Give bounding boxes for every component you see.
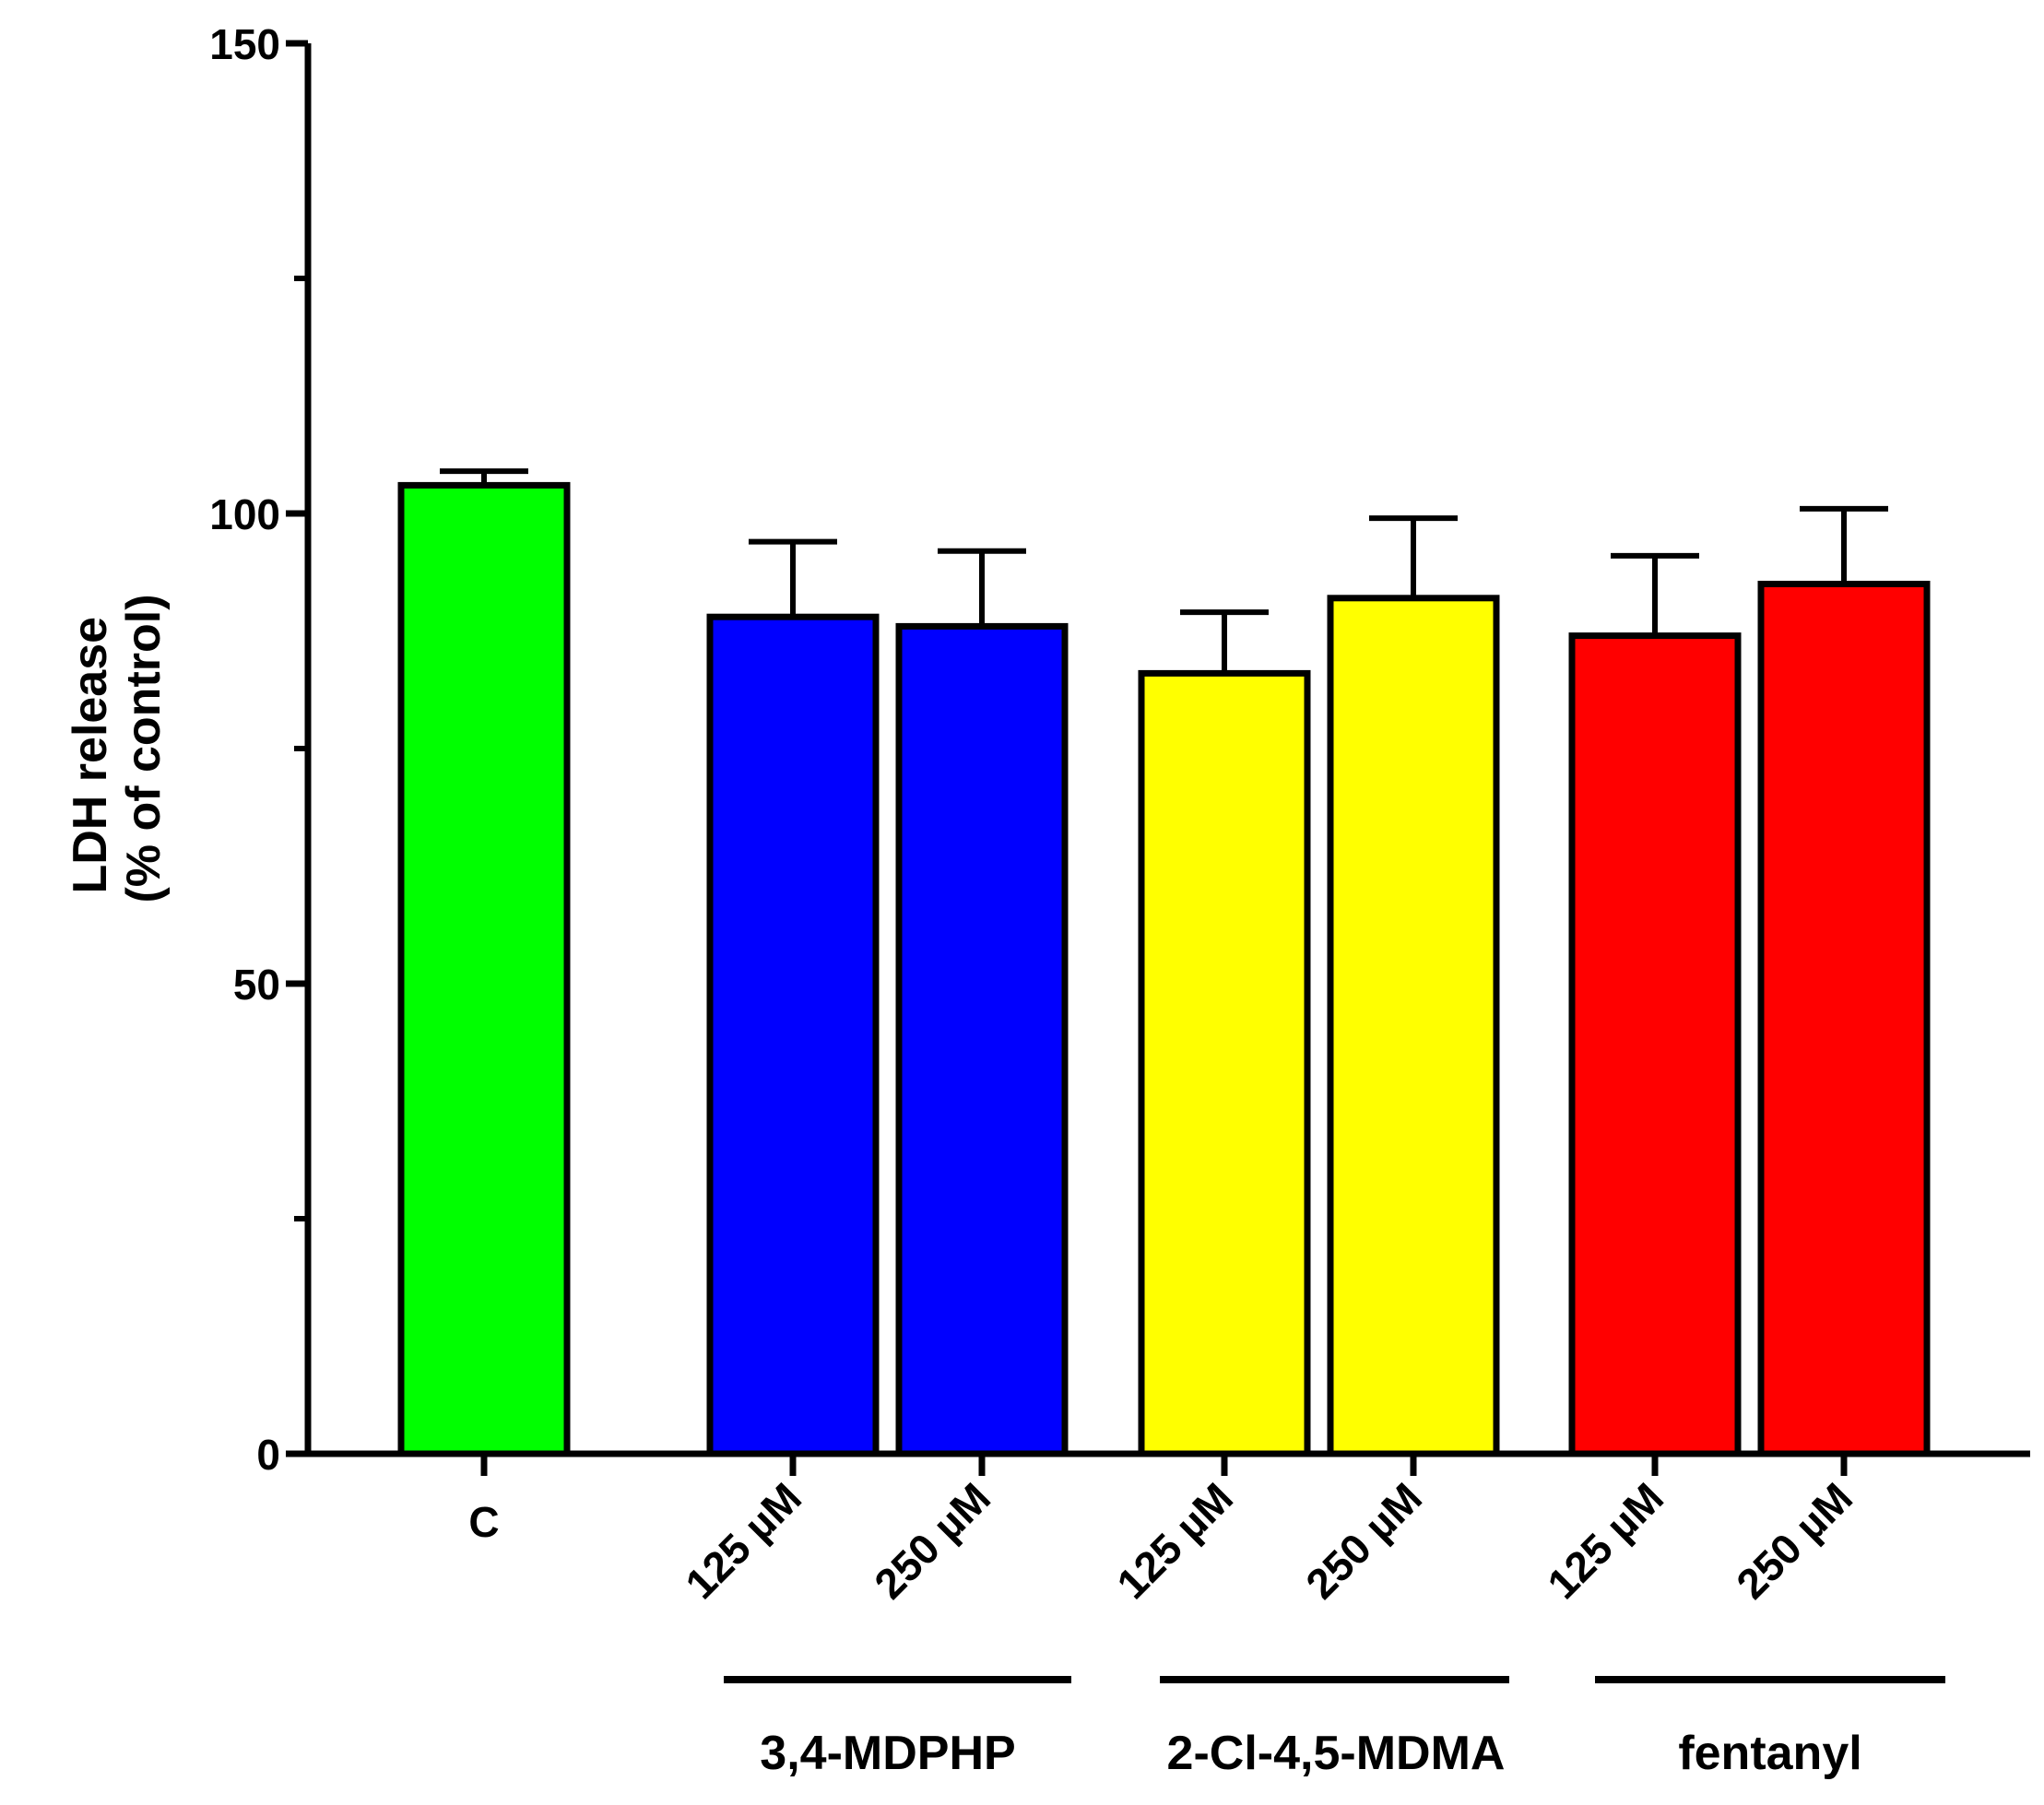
x-tick-label: 125 µM <box>676 1473 810 1608</box>
bar <box>1757 581 1931 1457</box>
y-axis-label-line2: (% of control) <box>117 594 171 902</box>
bars-layer <box>397 468 1931 1457</box>
bar <box>1138 669 1311 1457</box>
y-tick-label: 150 <box>209 20 280 68</box>
bar <box>397 481 571 1457</box>
bar <box>1568 632 1742 1457</box>
x-tick-label: 250 µM <box>865 1473 999 1608</box>
ticks-layer <box>286 40 1848 1476</box>
x-tick-label: C <box>468 1498 499 1546</box>
bar <box>895 622 1069 1457</box>
group-label: 2-Cl-4,5-MDMA <box>1167 1727 1506 1780</box>
bar <box>1327 595 1500 1457</box>
group-label: 3,4-MDPHP <box>760 1727 1015 1780</box>
x-tick-label: 125 µM <box>1538 1473 1672 1608</box>
y-axis-label: LDH release (% of control) <box>64 594 171 902</box>
y-axis-label-line1: LDH release <box>64 617 117 894</box>
y-tick-label: 100 <box>209 490 280 538</box>
group-label: fentanyl <box>1678 1727 1861 1780</box>
x-tick-label: 250 µM <box>1296 1473 1431 1608</box>
bar <box>706 613 880 1457</box>
x-tick-label: 125 µM <box>1107 1473 1242 1608</box>
x-tick-label: 250 µM <box>1727 1473 1861 1608</box>
y-tick-label: 50 <box>233 961 280 1009</box>
y-tick-label: 0 <box>256 1431 280 1479</box>
